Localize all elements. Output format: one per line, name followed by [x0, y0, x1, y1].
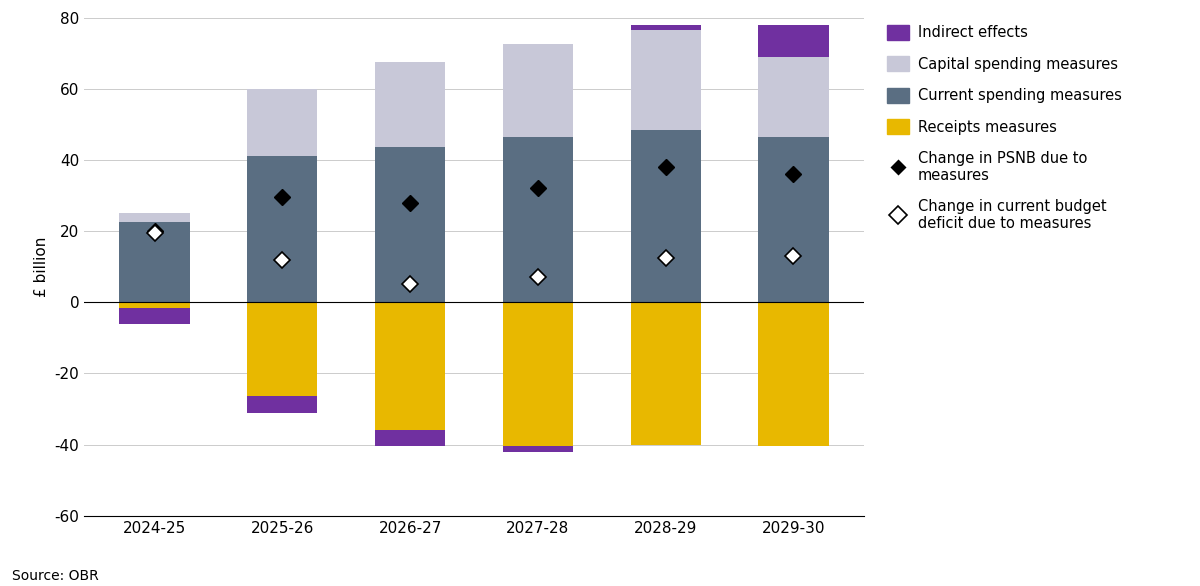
Text: Source: OBR: Source: OBR — [12, 569, 98, 583]
Bar — [630, 130, 701, 302]
Bar — [503, 45, 574, 137]
Bar — [758, 25, 828, 57]
Bar — [374, 302, 445, 430]
Bar — [247, 88, 318, 156]
Bar — [120, 308, 190, 323]
Bar — [503, 302, 574, 447]
Bar — [374, 148, 445, 302]
Bar — [758, 137, 828, 302]
Bar — [120, 222, 190, 302]
Bar — [247, 156, 318, 302]
Bar — [630, 302, 701, 445]
Bar — [503, 137, 574, 302]
Y-axis label: £ billion: £ billion — [34, 236, 49, 297]
Bar — [630, 25, 701, 30]
Bar — [120, 213, 190, 222]
Bar — [247, 397, 318, 413]
Bar — [630, 30, 701, 130]
Bar — [374, 430, 445, 447]
Bar — [120, 302, 190, 308]
Bar — [374, 62, 445, 148]
Bar — [503, 447, 574, 452]
Bar — [758, 302, 828, 447]
Bar — [247, 302, 318, 397]
Legend: Indirect effects, Capital spending measures, Current spending measures, Receipts: Indirect effects, Capital spending measu… — [887, 25, 1121, 231]
Bar — [758, 57, 828, 137]
